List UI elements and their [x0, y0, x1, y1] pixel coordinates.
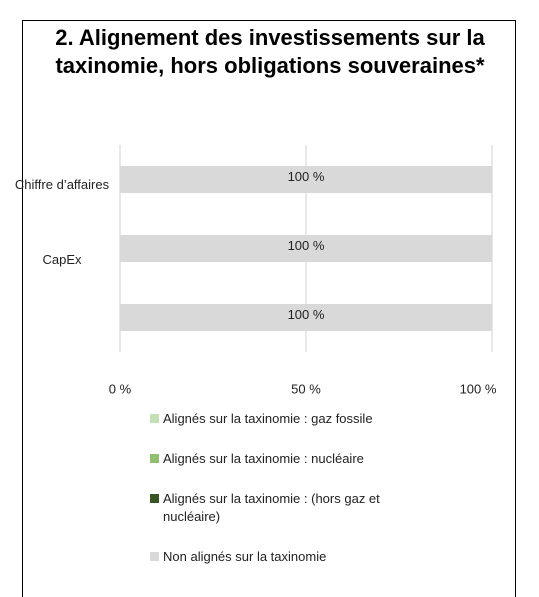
- chart-title: 2. Alignement des investissements sur la…: [55, 25, 485, 78]
- legend-item: Alignés sur la taxinomie : nucléaire: [150, 450, 450, 468]
- x-tick-label: 0 %: [109, 381, 132, 396]
- x-tick-label: 50 %: [291, 381, 321, 396]
- legend-swatch: [150, 552, 159, 561]
- bar-segment: [120, 166, 492, 193]
- legend-swatch: [150, 454, 159, 463]
- legend-label: Alignés sur la taxinomie : gaz fossile: [163, 411, 373, 426]
- legend-item: Non alignés sur la taxinomie: [150, 548, 450, 566]
- legend-label: Alignés sur la taxinomie : (hors gaz et …: [163, 491, 380, 524]
- bar-segment: [120, 304, 492, 331]
- bar-segment: [120, 235, 492, 262]
- y-tick-label: Chiffre d’affaires: [15, 177, 110, 192]
- x-tick-label: 100 %: [460, 381, 497, 396]
- legend-swatch: [150, 494, 159, 503]
- legend: Alignés sur la taxinomie : gaz fossile Al…: [150, 410, 450, 588]
- legend-item: Alignés sur la taxinomie : gaz fossile: [150, 410, 450, 428]
- data-label: 100 %: [288, 307, 325, 322]
- data-label: 100 %: [288, 169, 325, 184]
- legend-swatch: [150, 414, 159, 423]
- data-label: 100 %: [288, 238, 325, 253]
- legend-label: Non alignés sur la taxinomie: [163, 549, 327, 564]
- y-tick-label: CapEx: [42, 252, 82, 267]
- legend-item: Alignés sur la taxinomie : (hors gaz et …: [150, 490, 450, 526]
- chart-frame: [22, 20, 516, 597]
- legend-label: Alignés sur la taxinomie : nucléaire: [163, 451, 364, 466]
